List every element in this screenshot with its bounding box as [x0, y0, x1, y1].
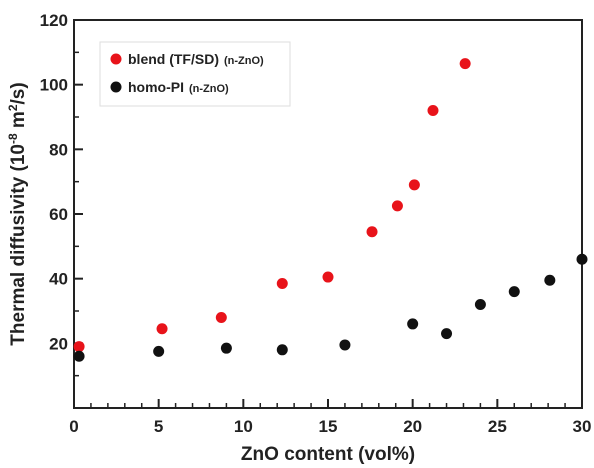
y-axis-title-mid: m [8, 111, 29, 133]
y-tick-label: 20 [49, 334, 68, 353]
x-axis-title: ZnO content (vol%) [241, 444, 415, 465]
data-point-blend [156, 323, 168, 335]
data-point-homo-pi [276, 344, 288, 356]
data-point-homo-pi [153, 345, 165, 357]
y-axis-title-main: Thermal diffusivity (10 [8, 144, 29, 346]
data-point-blend [427, 105, 439, 117]
data-point-blend [366, 226, 378, 238]
data-point-homo-pi [220, 342, 232, 354]
data-point-homo-pi [407, 318, 419, 330]
data-point-blend [408, 179, 420, 191]
x-tick-label: 15 [319, 417, 338, 436]
legend-box [99, 41, 291, 107]
data-point-homo-pi [339, 339, 351, 351]
x-tick-label: 30 [573, 417, 592, 436]
data-point-homo-pi [508, 286, 520, 298]
data-point-homo-pi [576, 253, 588, 265]
y-axis-title: Thermal diffusivity (10-8 m2/s) [6, 82, 29, 345]
x-tick-label: 25 [488, 417, 507, 436]
y-tick-label: 40 [49, 270, 68, 289]
legend-marker-homo-pi [110, 81, 122, 93]
x-tick-label: 10 [234, 417, 253, 436]
data-point-blend [459, 58, 471, 70]
x-tick-label: 0 [69, 417, 78, 436]
y-tick-label: 60 [49, 205, 68, 224]
y-tick-label: 120 [40, 11, 68, 30]
data-point-homo-pi [474, 299, 486, 311]
data-point-blend [276, 278, 288, 290]
y-axis-title-superscript: 2 [6, 104, 20, 111]
axis-ticks [73, 19, 583, 409]
data-point-blend [215, 311, 227, 323]
data-point-blend [391, 200, 403, 212]
x-tick-label: 5 [154, 417, 163, 436]
legend: blend (TF/SD) (n-ZnO) homo-PI (n-ZnO) [99, 41, 291, 107]
data-points [73, 58, 588, 362]
data-point-homo-pi [73, 350, 85, 362]
x-tick-label: 20 [403, 417, 422, 436]
y-tick-label: 80 [49, 140, 68, 159]
data-point-blend [322, 271, 334, 283]
data-point-blend [73, 341, 85, 353]
legend-marker-blend [110, 53, 122, 65]
legend-label-blend: blend (TF/SD) (n-ZnO) [128, 51, 264, 67]
y-axis-title-end: /s) [8, 82, 29, 104]
y-axis-title-exponent: -8 [6, 133, 20, 144]
legend-label-homo-pi: homo-PI (n-ZnO) [128, 79, 229, 95]
data-point-homo-pi [544, 274, 556, 286]
data-point-homo-pi [441, 328, 453, 340]
y-tick-label: 100 [40, 76, 68, 95]
axis-tick-labels: 0 5 10 15 20 25 30 20 40 60 80 100 120 [40, 11, 592, 436]
